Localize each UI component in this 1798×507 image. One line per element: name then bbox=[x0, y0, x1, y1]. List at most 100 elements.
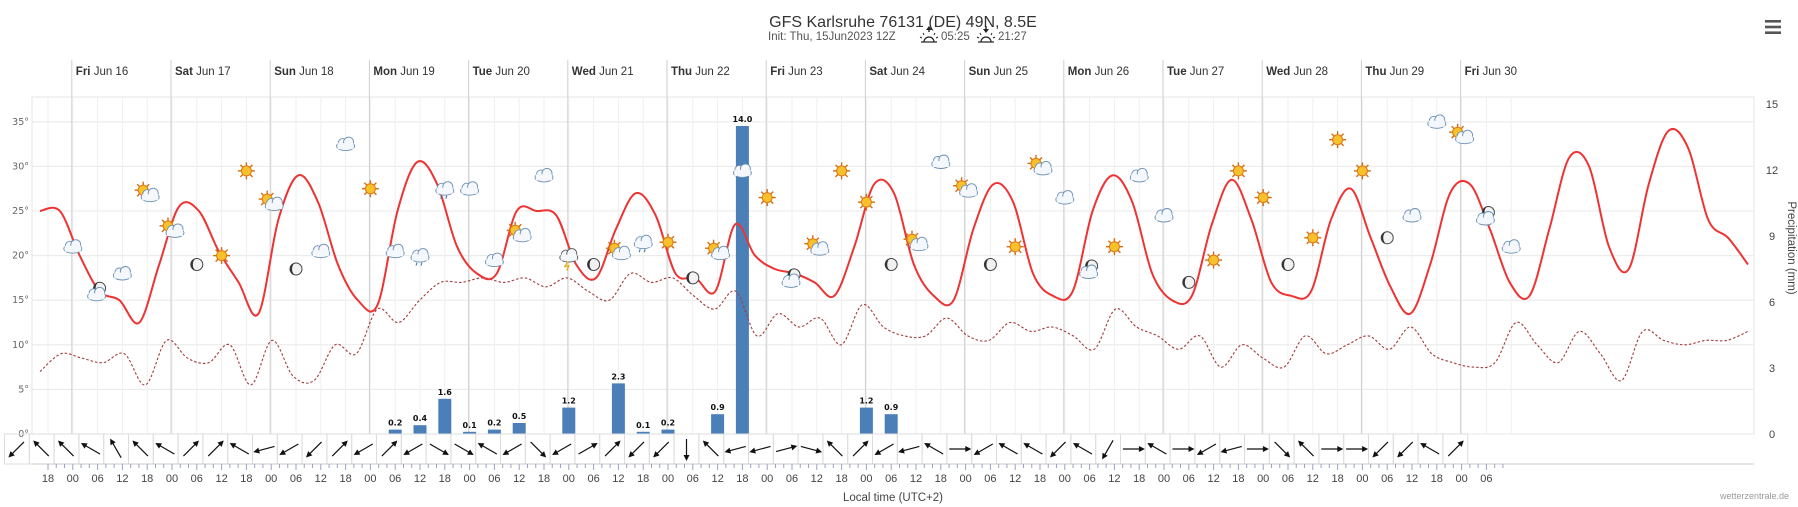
weather-icon-moon bbox=[190, 258, 204, 271]
precip-bar bbox=[884, 414, 898, 434]
weather-icon-sun bbox=[1304, 229, 1322, 247]
precip-bar bbox=[487, 429, 501, 434]
x-tick-label: 18 bbox=[736, 473, 748, 485]
weather-icon-sun-cloud bbox=[159, 217, 185, 238]
x-tick-label: 00 bbox=[1356, 473, 1368, 485]
wind-arrow bbox=[1072, 443, 1093, 455]
precip-bar bbox=[463, 431, 477, 434]
wind-arrow bbox=[403, 443, 423, 455]
precip-bar bbox=[438, 398, 452, 434]
x-tick-label: 06 bbox=[488, 473, 500, 485]
wind-arrow bbox=[183, 440, 199, 457]
day-label: Mon Jun 19 bbox=[373, 66, 434, 78]
precip-data-label: 0.1 bbox=[636, 421, 651, 430]
x-tick-label: 06 bbox=[1083, 473, 1095, 485]
x-tick-label: 12 bbox=[414, 473, 426, 485]
x-tick-label: 12 bbox=[1009, 473, 1021, 485]
precip-data-label: 14.0 bbox=[733, 115, 753, 124]
x-tick-label: 18 bbox=[538, 473, 550, 485]
x-tick-label: 12 bbox=[1307, 473, 1319, 485]
credit-label: wetterzentrale.de bbox=[1719, 491, 1789, 501]
x-tick-label: 12 bbox=[116, 473, 128, 485]
x-tick-label: 00 bbox=[364, 473, 376, 485]
x-tick-label: 18 bbox=[637, 473, 649, 485]
weather-icon-cloud bbox=[1402, 208, 1422, 223]
weather-icon-moon bbox=[1380, 231, 1394, 245]
weather-icon-cloud bbox=[732, 163, 752, 178]
weather-icon-sun bbox=[1229, 162, 1247, 180]
y-right-tick-label: 9 bbox=[1769, 231, 1775, 243]
day-label: Sun Jun 25 bbox=[969, 66, 1028, 78]
weather-icon-drizzle-cloud bbox=[633, 234, 653, 253]
x-tick-label: 18 bbox=[439, 473, 451, 485]
sunrise-icon bbox=[919, 26, 939, 43]
wind-arrow bbox=[155, 443, 175, 455]
temperature-lines bbox=[39, 127, 1749, 386]
sunset-icon bbox=[976, 26, 996, 43]
wind-arrow bbox=[353, 443, 374, 455]
x-tick-label: 00 bbox=[761, 473, 773, 485]
weather-icon-cloud bbox=[385, 243, 405, 259]
x-tick-label: 06 bbox=[885, 473, 897, 485]
x-tick-label: 00 bbox=[860, 473, 872, 485]
x-axis: 18 00 06 12 18 00 06 12 18 00 06 12 18 00 06 12 18 00 06 12… bbox=[32, 463, 1754, 485]
day-label: Thu Jun 22 bbox=[671, 66, 730, 78]
x-tick-label: 18 bbox=[1431, 473, 1443, 485]
wind-arrow bbox=[229, 443, 250, 455]
wind-arrow bbox=[110, 438, 122, 458]
day-label: Wed Jun 21 bbox=[572, 66, 634, 78]
wind-arrow bbox=[1220, 445, 1242, 454]
wind-arrow bbox=[1023, 443, 1043, 455]
precip-data-label: 1.6 bbox=[438, 388, 453, 397]
wind-arrow bbox=[874, 443, 894, 455]
wind-arrow bbox=[8, 441, 25, 458]
x-tick-label: 18 bbox=[935, 473, 947, 485]
wind-arrow bbox=[429, 443, 449, 455]
y-left-tick-label: 10° bbox=[12, 340, 29, 351]
y-left-tick-label: 20° bbox=[12, 251, 29, 262]
wind-arrow bbox=[1420, 443, 1440, 455]
weather-icon-partly-cloudy bbox=[63, 239, 83, 254]
temperature-line bbox=[39, 127, 1749, 325]
y-left-tick-label: 25° bbox=[12, 206, 29, 217]
weather-icon-sun-cloud bbox=[903, 230, 929, 252]
day-label: Fri Jun 16 bbox=[76, 66, 128, 78]
x-tick-label: 00 bbox=[463, 473, 475, 485]
dewpoint-line bbox=[39, 272, 1749, 386]
x-tick-label: 06 bbox=[290, 473, 302, 485]
x-tick-label: 00 bbox=[1158, 473, 1170, 485]
wind-arrow bbox=[898, 445, 920, 454]
weather-icon-sun bbox=[213, 247, 231, 265]
precip-data-label: 0.2 bbox=[661, 419, 675, 428]
precip-data-label: 0.5 bbox=[512, 412, 527, 421]
x-tick-label: 06 bbox=[91, 473, 103, 485]
x-tick-label: 00 bbox=[662, 473, 674, 485]
y-left-tick-label: 35° bbox=[12, 117, 29, 128]
precip-data-label: 0.9 bbox=[711, 403, 726, 412]
weather-icon-sun bbox=[857, 193, 875, 211]
wind-arrow bbox=[1246, 446, 1269, 452]
x-tick-label: 18 bbox=[1232, 473, 1244, 485]
precip-bar bbox=[661, 429, 675, 434]
weather-icon-sun-cloud bbox=[953, 177, 979, 198]
wind-arrow bbox=[1102, 440, 1114, 460]
sunset-time: 21:27 bbox=[998, 31, 1027, 43]
weather-icon-night-cloud bbox=[1475, 206, 1495, 226]
x-tick-label: 06 bbox=[389, 473, 401, 485]
x-tick-label: 06 bbox=[687, 473, 699, 485]
x-tick-label: 12 bbox=[811, 473, 823, 485]
weather-icon-cloud bbox=[112, 266, 132, 281]
day-label: Tue Jun 27 bbox=[1167, 66, 1224, 78]
precip-bar bbox=[711, 414, 725, 434]
hamburger-menu-icon[interactable] bbox=[1764, 18, 1782, 36]
x-tick-label: 18 bbox=[1133, 473, 1145, 485]
wind-arrow bbox=[502, 443, 522, 455]
weather-icon-sun bbox=[361, 180, 379, 198]
x-tick-label: 00 bbox=[1059, 473, 1071, 485]
wind-arrow bbox=[800, 445, 823, 454]
wind-arrow bbox=[253, 445, 275, 454]
precip-bar bbox=[735, 126, 749, 434]
weather-icon-sun bbox=[1329, 131, 1347, 149]
wind-arrow bbox=[1147, 443, 1167, 455]
